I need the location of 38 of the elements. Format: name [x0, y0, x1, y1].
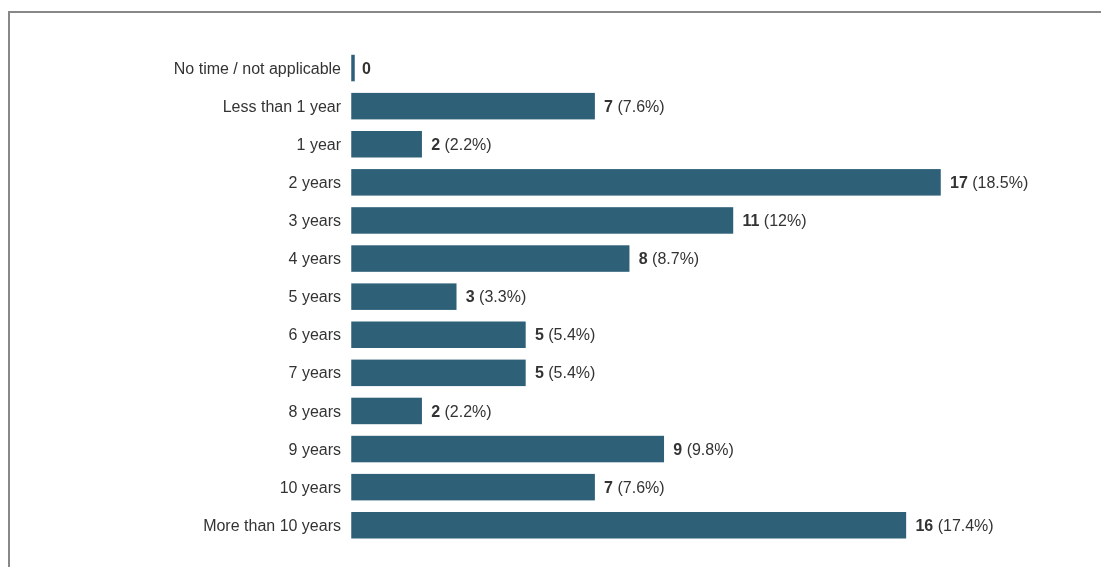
y-tick-label: 7 years: [288, 364, 341, 382]
bar: [351, 359, 526, 387]
bar: [351, 169, 941, 196]
y-tick-label: 2 years: [288, 173, 341, 191]
y-tick-label: 5 years: [288, 288, 341, 306]
data-label: 2 (2.2%): [431, 135, 492, 153]
bar: [351, 283, 457, 310]
data-label: 5 (5.4%): [534, 326, 596, 344]
bar: [351, 92, 595, 120]
y-tick-label: No time / not applicable: [173, 59, 342, 77]
bar: [351, 131, 422, 158]
data-label: 0: [362, 59, 371, 77]
data-label: 2 (2.2%): [431, 402, 492, 420]
data-label: 17 (18.5%): [950, 173, 1029, 191]
data-label: 7 (7.6%): [604, 478, 665, 496]
data-label: 3 (3.3%): [465, 288, 527, 306]
data-label: 16 (17.4%): [915, 516, 994, 534]
bar: [351, 397, 422, 425]
bar: [351, 321, 526, 348]
y-tick-label: 10 years: [279, 478, 341, 496]
bar: [351, 207, 734, 234]
y-tick-label: 3 years: [288, 212, 341, 230]
data-label: 11 (12%): [742, 212, 807, 230]
y-tick-label: 9 years: [288, 440, 341, 458]
data-label: 5 (5.4%): [534, 364, 596, 382]
data-label: 8 (8.7%): [638, 250, 700, 268]
y-tick-label: Less than 1 year: [222, 97, 342, 115]
bar: [351, 473, 595, 501]
bar: [351, 245, 630, 272]
bar: [351, 512, 907, 539]
y-tick-label: More than 10 years: [203, 516, 341, 534]
data-label: 9 (9.8%): [673, 440, 734, 458]
bar: [351, 435, 665, 463]
y-tick-label: 1 year: [296, 135, 342, 153]
y-tick-label: 4 years: [288, 250, 341, 268]
data-label: 7 (7.6%): [604, 97, 665, 115]
y-tick-label: 8 years: [288, 402, 341, 420]
y-tick-label: 6 years: [288, 326, 341, 344]
